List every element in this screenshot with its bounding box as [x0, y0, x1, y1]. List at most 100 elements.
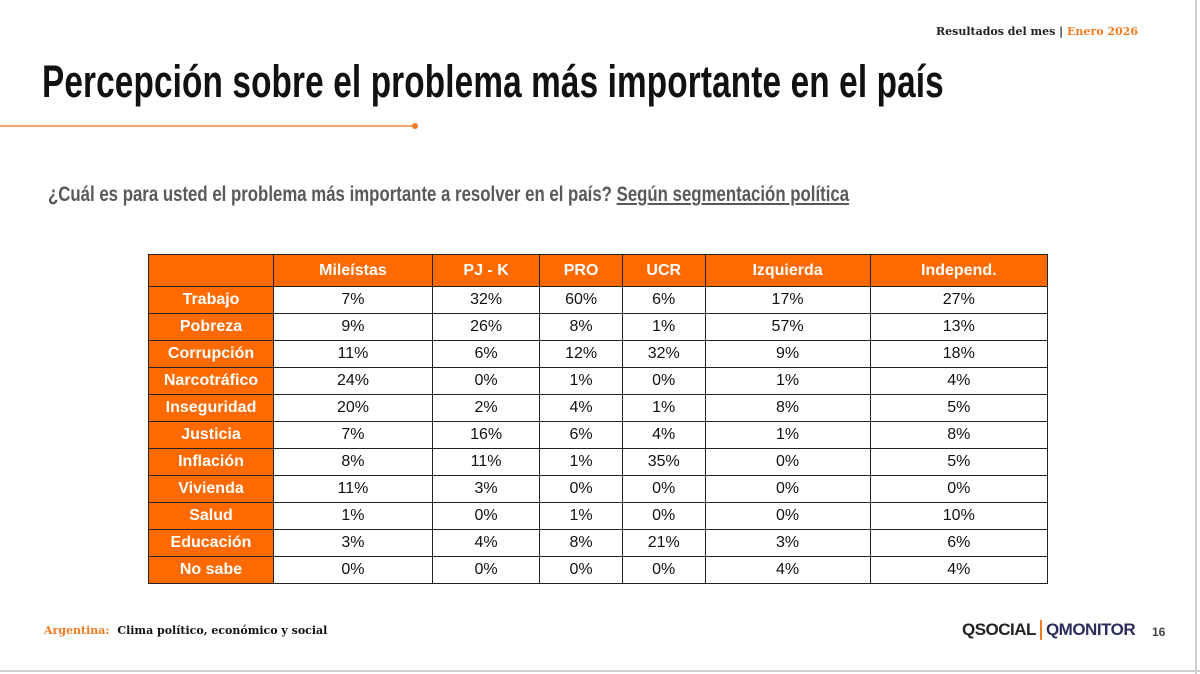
table-cell: 6%: [431, 340, 541, 368]
header-label: Resultados del mes | Enero 2026: [936, 25, 1138, 38]
table-row: Justicia 7% 16% 6% 4% 1% 8%: [148, 421, 1049, 449]
table-cell: 0%: [273, 556, 433, 584]
table-cell: 11%: [273, 475, 433, 503]
column-header: UCR: [621, 254, 706, 287]
table-cell: 13%: [869, 313, 1049, 341]
table-row: Inseguridad 20% 2% 4% 1% 8% 5%: [148, 394, 1049, 422]
column-header: Izquierda: [704, 254, 871, 287]
table-cell: 17%: [704, 286, 871, 314]
row-label: Trabajo: [148, 286, 274, 314]
table-cell: 3%: [273, 529, 433, 557]
table-cell: 11%: [273, 340, 433, 368]
table-cell: 0%: [621, 502, 706, 530]
table-cell: 35%: [621, 448, 706, 476]
header-section: Resultados del mes: [936, 25, 1056, 38]
table-cell: 8%: [539, 529, 623, 557]
table-cell: 0%: [621, 475, 706, 503]
header-separator: |: [1059, 25, 1064, 38]
table-cell: 0%: [869, 475, 1049, 503]
table-row: Narcotráfico 24% 0% 1% 0% 1% 4%: [148, 367, 1049, 395]
table-cell: 18%: [869, 340, 1049, 368]
table-cell: 4%: [869, 367, 1049, 395]
column-header: PRO: [539, 254, 623, 287]
table-cell: 16%: [431, 421, 541, 449]
page-number: 16: [1152, 625, 1166, 639]
table-cell: 57%: [704, 313, 871, 341]
table-row: Pobreza 9% 26% 8% 1% 57% 13%: [148, 313, 1049, 341]
table-cell: 1%: [704, 421, 871, 449]
table-cell: 10%: [869, 502, 1049, 530]
table-row: Trabajo 7% 32% 60% 6% 17% 27%: [148, 286, 1049, 314]
table-row: Salud 1% 0% 1% 0% 0% 10%: [148, 502, 1049, 530]
table-cell: 6%: [621, 286, 706, 314]
footer-country: Argentina:: [44, 624, 110, 637]
table-cell: 24%: [273, 367, 433, 395]
table-cell: 27%: [869, 286, 1049, 314]
table-cell: 8%: [273, 448, 433, 476]
table-cell: 1%: [621, 313, 706, 341]
row-label: Educación: [148, 529, 274, 557]
table-cell: 4%: [621, 421, 706, 449]
table-cell: 5%: [869, 394, 1049, 422]
table-cell: 0%: [704, 448, 871, 476]
row-label: No sabe: [148, 556, 274, 584]
table-cell: 60%: [539, 286, 623, 314]
table-cell: 0%: [704, 502, 871, 530]
table-cell: 32%: [621, 340, 706, 368]
brand-logos: QSOCIAL QMONITOR: [962, 620, 1136, 640]
table-cell: 1%: [539, 367, 623, 395]
table-cell: 3%: [431, 475, 541, 503]
table-cell: 0%: [539, 556, 623, 584]
table-cell: 12%: [539, 340, 623, 368]
footer-caption: Argentina: Clima político, económico y s…: [44, 624, 327, 637]
results-table: Mileístas PJ - K PRO UCR Izquierda Independ. …: [148, 254, 1049, 584]
table-cell: 1%: [539, 502, 623, 530]
table-cell: 20%: [273, 394, 433, 422]
table-row: Inflación 8% 11% 1% 35% 0% 5%: [148, 448, 1049, 476]
column-header: Independ.: [869, 254, 1049, 287]
row-label: Inseguridad: [148, 394, 274, 422]
table-cell: 0%: [621, 367, 706, 395]
question-segment: Según segmentación política: [616, 183, 850, 206]
question-text: ¿Cuál es para usted el problema más impo…: [48, 183, 612, 206]
table-cell: 1%: [704, 367, 871, 395]
table-row: No sabe 0% 0% 0% 0% 4% 4%: [148, 556, 1049, 584]
table-cell: 9%: [273, 313, 433, 341]
column-header: PJ - K: [431, 254, 541, 287]
footer-subtitle: Clima político, económico y social: [117, 624, 328, 637]
table-cell: 1%: [621, 394, 706, 422]
table-cell: 1%: [539, 448, 623, 476]
row-label: Justicia: [148, 421, 274, 449]
table-cell: 32%: [431, 286, 541, 314]
table-header-row: Mileístas PJ - K PRO UCR Izquierda Independ.: [148, 254, 1049, 287]
logo-separator: [1039, 620, 1042, 640]
row-label: Pobreza: [148, 313, 274, 341]
table-row: Vivienda 11% 3% 0% 0% 0% 0%: [148, 475, 1049, 503]
row-label: Vivienda: [148, 475, 274, 503]
table-cell: 1%: [273, 502, 433, 530]
table-cell: 6%: [539, 421, 623, 449]
row-label: Salud: [148, 502, 274, 530]
table-cell: 5%: [869, 448, 1049, 476]
page-title: Percepción sobre el problema más importa…: [42, 56, 944, 107]
column-header: [148, 254, 274, 287]
slide-border-right: [1195, 0, 1197, 674]
table-cell: 0%: [704, 475, 871, 503]
table-cell: 4%: [431, 529, 541, 557]
table-cell: 8%: [869, 421, 1049, 449]
divider-dot: [412, 123, 418, 129]
table-cell: 8%: [704, 394, 871, 422]
table-cell: 2%: [431, 394, 541, 422]
table-cell: 4%: [704, 556, 871, 584]
row-label: Corrupción: [148, 340, 274, 368]
table-cell: 7%: [273, 421, 433, 449]
table-cell: 4%: [869, 556, 1049, 584]
table-row: Corrupción 11% 6% 12% 32% 9% 18%: [148, 340, 1049, 368]
table-cell: 0%: [431, 367, 541, 395]
table-cell: 6%: [869, 529, 1049, 557]
table-cell: 0%: [621, 556, 706, 584]
table-cell: 7%: [273, 286, 433, 314]
qsocial-logo: QSOCIAL: [962, 620, 1036, 639]
question: ¿Cuál es para usted el problema más impo…: [48, 183, 849, 207]
table-cell: 9%: [704, 340, 871, 368]
